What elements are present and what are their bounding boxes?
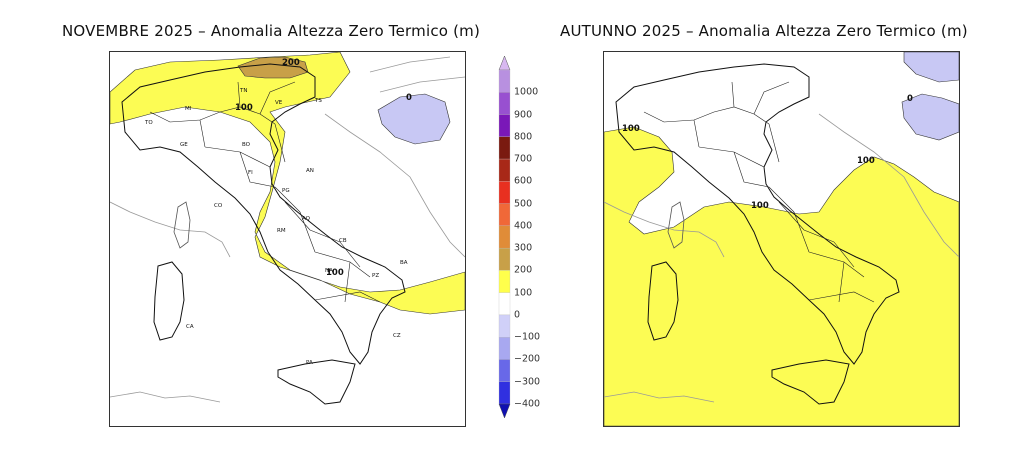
colorbar-block — [498, 158, 511, 182]
colorbar-block — [498, 337, 511, 360]
city-label: PG — [282, 188, 290, 194]
city-label: PA — [306, 360, 313, 366]
sardinia-outline — [153, 261, 185, 341]
corsica-outline — [667, 201, 685, 249]
colorbar-tick-label: 400 — [514, 220, 533, 232]
anomaly-region-0-neg100 — [903, 52, 959, 83]
contour-label: 100 — [857, 156, 875, 166]
colorbar-tick-label: 300 — [514, 242, 533, 254]
colorbar-tick-label: 900 — [514, 109, 533, 121]
sicily-outline — [771, 359, 850, 405]
colorbar-block — [498, 136, 511, 160]
city-label: NA — [325, 268, 333, 274]
colorbar-block — [498, 247, 511, 271]
city-label: TN — [239, 88, 247, 94]
colorbar-tick-label: 500 — [514, 198, 533, 210]
city-label: CB — [339, 238, 347, 244]
left-map-panel: 200 100 0 100 MI TO GE BO FI TN VE TS AN… — [109, 51, 466, 427]
contour-label: 0 — [907, 94, 913, 104]
city-label: AQ — [302, 216, 311, 222]
colorbar-block — [498, 114, 511, 137]
city-label: TO — [144, 120, 153, 126]
city-label: PZ — [372, 273, 379, 279]
city-label: AN — [306, 168, 314, 174]
sardinia-outline — [647, 261, 679, 341]
city-label: BA — [400, 260, 408, 266]
italy-outline — [121, 63, 406, 365]
colorbar-tick-label: 1000 — [514, 86, 539, 98]
colorbar-block — [498, 381, 511, 405]
contour-label: 100 — [622, 124, 640, 134]
colorbar-tick-label: 100 — [514, 287, 533, 299]
colorbar-tick-label: 800 — [514, 131, 533, 143]
colorbar-tick-label: −400 — [514, 398, 541, 410]
colorbar-block — [498, 270, 511, 293]
anomaly-region-0-neg100 — [901, 93, 959, 141]
right-map-panel: 100 0 100 100 — [603, 51, 960, 427]
region-borders — [643, 81, 875, 303]
city-label: FI — [248, 170, 253, 176]
colorbar-tick-label: −200 — [514, 353, 541, 365]
colorbar-block — [498, 359, 511, 382]
colorbar-bottom-arrow — [498, 403, 511, 418]
city-label: GE — [180, 142, 188, 148]
colorbar-tick-label: −100 — [514, 331, 541, 343]
colorbar-block — [498, 92, 511, 115]
region-borders — [149, 81, 381, 303]
colorbar — [498, 56, 511, 418]
colorbar-top-arrow — [498, 56, 511, 71]
anomaly-region-0-neg100 — [377, 93, 451, 145]
colorbar-block — [498, 181, 511, 204]
right-map-title: AUTUNNO 2025 – Anomalia Altezza Zero Ter… — [560, 22, 968, 40]
colorbar-block — [498, 225, 511, 249]
colorbar-block — [498, 69, 511, 93]
colorbar-tick-label: 600 — [514, 175, 533, 187]
colorbar-block — [498, 203, 511, 227]
sicily-outline — [277, 359, 356, 405]
foreign-coastline — [110, 201, 231, 403]
italy-outline — [615, 63, 900, 365]
balkan-coastline — [324, 56, 465, 258]
city-label: RM — [277, 228, 286, 234]
colorbar-tick-label: 200 — [514, 264, 533, 276]
contour-label: 200 — [282, 58, 300, 68]
city-label: CA — [186, 324, 194, 330]
foreign-coastline — [604, 201, 725, 403]
colorbar-tick-label: 700 — [514, 153, 533, 165]
left-map-title: NOVEMBRE 2025 – Anomalia Altezza Zero Te… — [62, 22, 481, 40]
city-label: VE — [275, 100, 283, 106]
contour-label: 100 — [326, 268, 344, 278]
balkan-coastline — [818, 113, 959, 258]
city-label: CO — [214, 203, 223, 209]
corsica-outline — [173, 201, 191, 249]
colorbar-tick-label: 0 — [514, 309, 521, 321]
colorbar-tick-label: −300 — [514, 376, 541, 388]
anomaly-region-100-200 — [110, 52, 465, 315]
city-label: BO — [242, 142, 251, 148]
city-label: MI — [185, 106, 192, 112]
colorbar-block — [498, 292, 511, 316]
city-label: CZ — [393, 333, 401, 339]
colorbar-block — [498, 314, 511, 338]
contour-label: 100 — [235, 103, 253, 113]
anomaly-region-100-200 — [604, 126, 959, 426]
contour-label: 0 — [406, 93, 412, 103]
contour-label: 100 — [751, 201, 769, 211]
city-label: TS — [314, 98, 322, 104]
